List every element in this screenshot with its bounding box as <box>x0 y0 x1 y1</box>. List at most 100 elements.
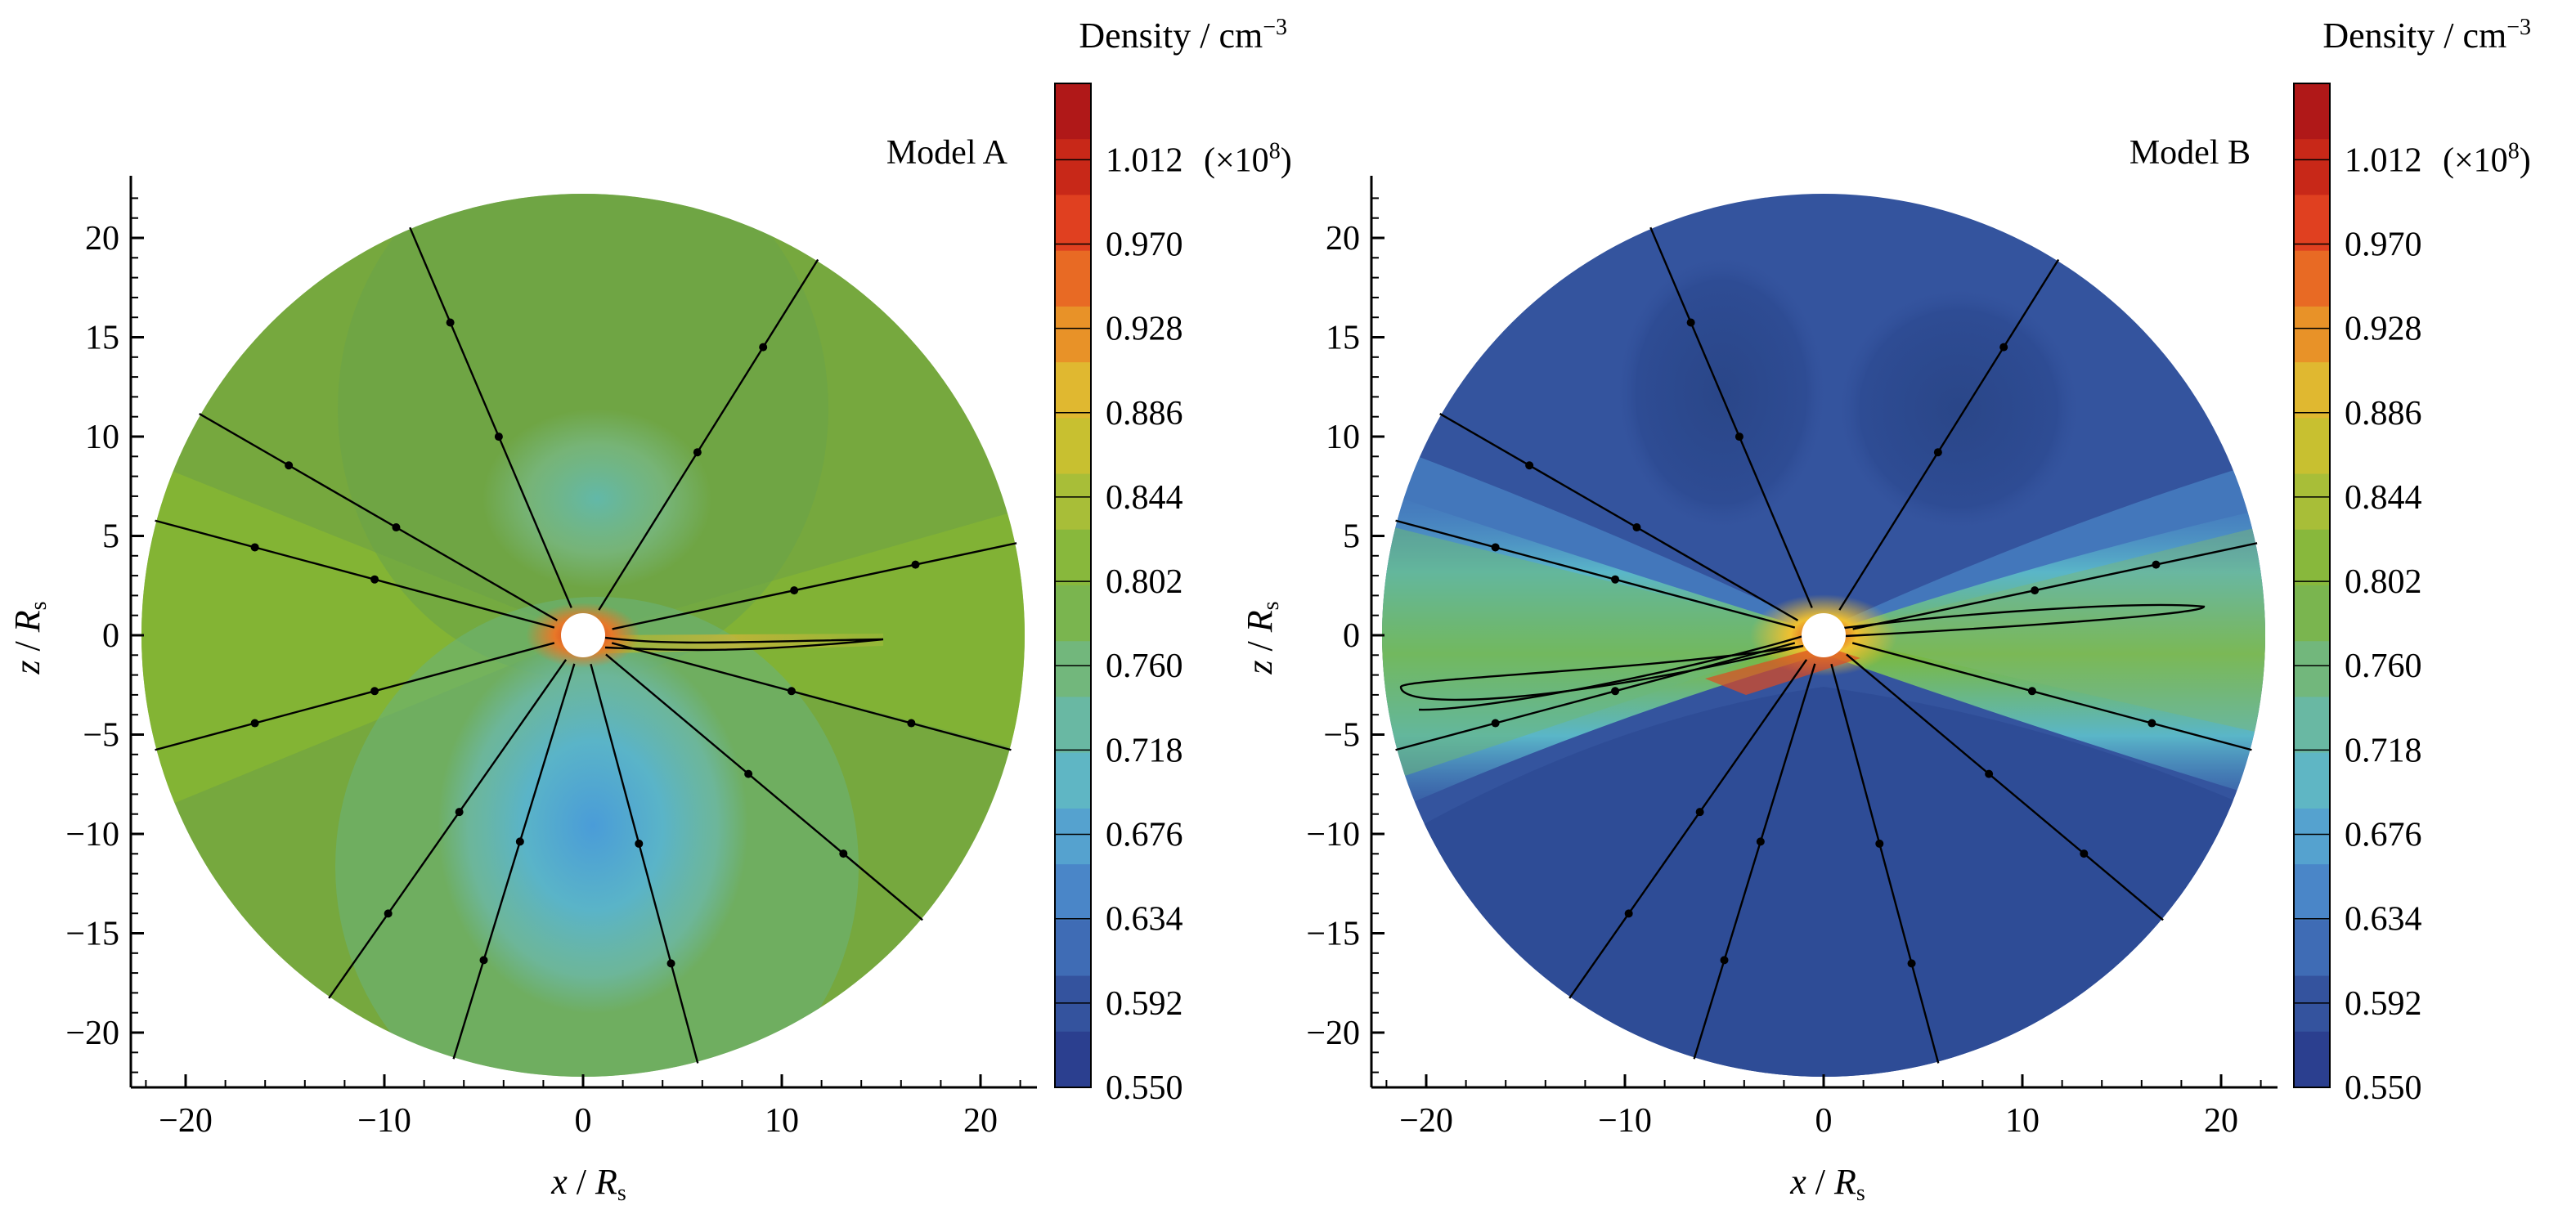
upper-dark-region <box>338 194 828 679</box>
colorbar-segment <box>1055 697 1091 754</box>
colorbar-tick-label: 0.550 <box>2345 1069 2422 1107</box>
colorbar-title: Density / cm−3 <box>2322 15 2531 56</box>
colorbar-segment <box>1055 1031 1091 1088</box>
colorbar-scale-note: (×108) <box>2443 138 2531 179</box>
field-line-arrow <box>1491 719 1500 728</box>
colorbar: 1.012 (×108) 0.970 0.928 0.886 0.844 0.802 0.76… <box>1054 83 1292 1107</box>
field-line-arrow <box>392 523 401 532</box>
y-tick-label: −5 <box>1323 717 1360 755</box>
field-line <box>590 663 699 1064</box>
field-line-arrow <box>759 343 768 352</box>
field-line-arrow <box>1756 837 1765 846</box>
lower-red-sheet <box>1705 646 1860 695</box>
colorbar-tick-label: 1.012 <box>2345 141 2422 179</box>
chart-panel-model-b: −20 −10 0 10 20 −20 −15 −10 −5 0 5 10 15 20 Model B x… <box>1239 0 2576 1215</box>
field-line-arrow <box>479 956 488 965</box>
colorbar-tick-label: 1.012 <box>1106 141 1183 179</box>
y-tick-label: 20 <box>85 220 119 258</box>
field-line-arrow <box>370 687 379 696</box>
field-line-lower-left-loop <box>1418 634 1804 711</box>
colorbar-segment <box>1055 139 1091 196</box>
field-line-right-loop <box>1843 603 2206 638</box>
y-axis-label: z / Rs <box>1240 601 1284 674</box>
x-tick-label: −20 <box>159 1102 213 1140</box>
field-lines <box>1395 226 2258 1064</box>
colorbar-tick-label: 0.634 <box>2345 901 2422 939</box>
y-tick-label: −20 <box>1306 1015 1360 1052</box>
x-axis-label: x / Rs <box>550 1162 626 1206</box>
field-line <box>611 642 1012 751</box>
field-line-arrow <box>2027 687 2036 696</box>
y-tick-label: −10 <box>1306 816 1360 854</box>
field-line-arrow <box>1735 432 1744 441</box>
colorbar-tick-label: 0.550 <box>1106 1069 1183 1107</box>
colorbar-tick-label: 0.676 <box>2345 817 2422 854</box>
field-line <box>598 258 819 611</box>
field-line-arrow <box>1720 956 1729 965</box>
field-line-arrow <box>370 575 379 584</box>
colorbar-segment <box>2294 920 2330 977</box>
colorbar-tick-label: 0.886 <box>1106 395 1183 432</box>
field-line <box>1649 226 1813 608</box>
colorbar-segment <box>1055 83 1091 141</box>
field-line-arrow <box>635 839 644 848</box>
colorbar-segment <box>2294 808 2330 866</box>
x-tick-label: 0 <box>1815 1102 1833 1140</box>
field-line-arrow <box>1933 448 1942 457</box>
field-line <box>452 663 576 1060</box>
colorbar-segment <box>1055 975 1091 1033</box>
colorbar-segment <box>1055 250 1091 307</box>
field-line <box>1395 642 1796 751</box>
colorbar-segment <box>2294 362 2330 419</box>
field-line-arrow <box>1632 523 1641 532</box>
field-line-arrow <box>839 849 848 858</box>
y-tick-label: 20 <box>1326 220 1360 258</box>
field-line <box>612 542 1017 630</box>
axis-ticks: −20 −10 0 10 20 −20 −15 −10 −5 0 5 10 15 20 <box>65 197 1021 1140</box>
y-tick-label: 0 <box>102 617 119 655</box>
colorbar-segment <box>2294 529 2330 586</box>
colorbar-tick-label: 0.760 <box>2345 648 2422 685</box>
field-line-arrow <box>1611 575 1620 584</box>
colorbar-segment <box>1055 195 1091 252</box>
field-line <box>1693 663 1816 1060</box>
colorbar-segment <box>2294 585 2330 643</box>
colorbar-segment <box>2294 250 2330 307</box>
field-line <box>1852 542 2258 630</box>
field-line-arrow <box>2152 560 2161 569</box>
field-line-arrow <box>285 461 294 470</box>
field-line-arrow <box>911 560 920 569</box>
field-line <box>199 413 559 621</box>
colorbar-segment <box>2294 752 2330 809</box>
x-tick-label: 10 <box>765 1102 799 1140</box>
field-line <box>328 659 568 999</box>
field-line-left-loop <box>1399 644 1804 701</box>
colorbar-segment <box>2294 473 2330 531</box>
colorbar-tick-label: 0.718 <box>1106 732 1183 769</box>
colorbar-segment <box>1055 808 1091 866</box>
colorbar-segment <box>2294 83 2330 141</box>
colorbar-tick-label: 0.970 <box>2345 226 2422 263</box>
x-axis-label: x / Rs <box>1789 1162 1865 1206</box>
field-line-arrow <box>790 586 799 595</box>
field-line-arrow <box>693 448 702 457</box>
field-lines <box>155 226 1017 1064</box>
x-tick-label: −20 <box>1399 1102 1453 1140</box>
field-line-arrow <box>907 719 916 728</box>
panel-title: Model A <box>886 134 1008 172</box>
colorbar-segment <box>2294 641 2330 698</box>
north-dark-right <box>1836 286 2081 531</box>
colorbar-segment <box>2294 139 2330 196</box>
x-tick-label: 20 <box>2204 1102 2238 1140</box>
colorbar-segment <box>1055 306 1091 364</box>
colorbar-segment <box>2294 195 2330 252</box>
y-tick-label: −15 <box>1306 916 1360 953</box>
right-green-lobe <box>1824 523 2265 736</box>
colorbar-segment <box>2294 1031 2330 1088</box>
panel-title: Model B <box>2129 134 2251 172</box>
field-line-arrow <box>1985 769 1994 778</box>
left-green-lobe <box>1382 523 1824 785</box>
field-line-closed-loop <box>604 636 884 652</box>
colorbar-segment <box>1055 864 1091 921</box>
field-line <box>1395 519 1796 629</box>
